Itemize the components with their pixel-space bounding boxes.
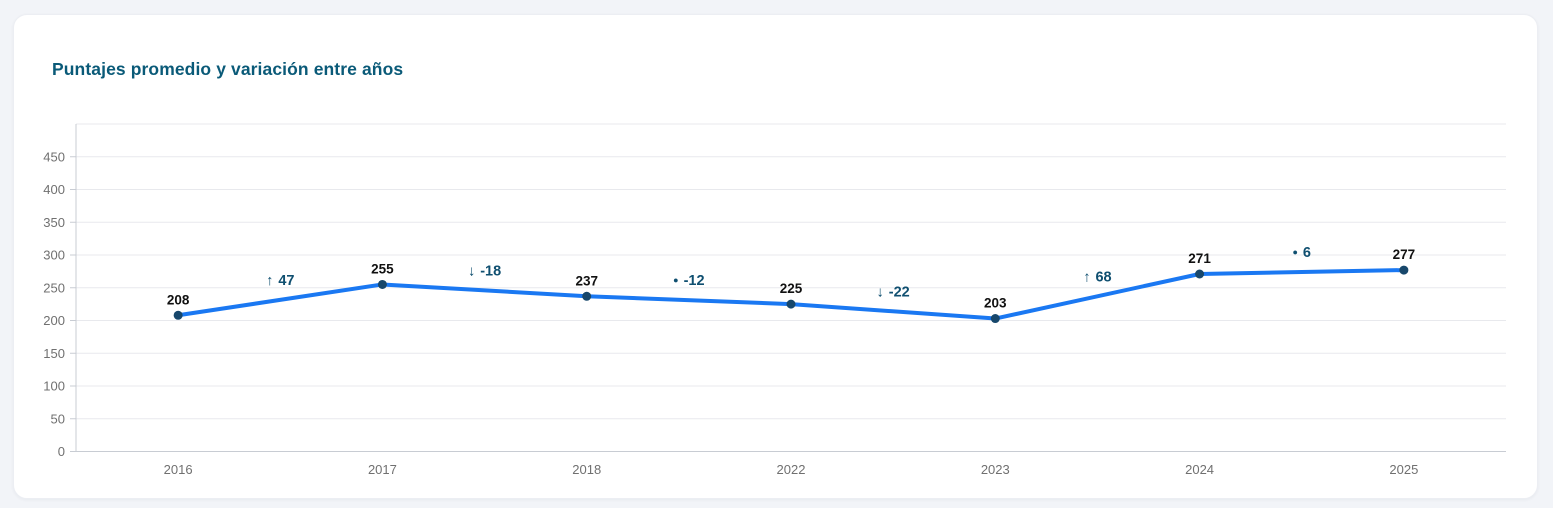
x-tick-label-2016: 2016 xyxy=(164,462,193,477)
data-point-2017[interactable] xyxy=(377,279,387,289)
data-point-2022[interactable] xyxy=(786,299,796,309)
y-tick-label: 200 xyxy=(43,313,65,328)
down-change-icon: ↓ xyxy=(877,284,884,300)
down-change-icon: ↓ xyxy=(468,263,475,279)
data-point-label: 203 xyxy=(984,296,1007,311)
data-point-2018[interactable] xyxy=(582,291,592,301)
variation-label-2017-2018: ↓ -18 xyxy=(468,263,501,279)
variation-label-2022-2023: ↓ -22 xyxy=(877,284,910,300)
y-tick-label: 450 xyxy=(43,149,65,164)
up-change-icon: ↑ xyxy=(266,273,273,289)
dot-change-icon: ● xyxy=(1292,247,1297,257)
chart-title: Puntajes promedio y variación entre años xyxy=(52,59,404,79)
data-point-label: 225 xyxy=(780,281,803,296)
chart-card: Puntajes promedio y variación entre años xyxy=(13,14,1538,499)
y-tick-label: 0 xyxy=(58,444,65,459)
x-tick-label-2025: 2025 xyxy=(1389,462,1418,477)
data-point-label: 277 xyxy=(1393,247,1416,262)
data-point-label: 271 xyxy=(1188,251,1211,266)
y-tick-label: 100 xyxy=(43,379,65,394)
x-tick-label-2023: 2023 xyxy=(981,462,1010,477)
x-tick-label-2022: 2022 xyxy=(777,462,806,477)
y-tick-label: 250 xyxy=(43,280,65,295)
x-tick-label-2018: 2018 xyxy=(572,462,601,477)
data-point-2016[interactable] xyxy=(173,310,183,320)
data-point-label: 208 xyxy=(167,292,190,307)
y-tick-label: 350 xyxy=(43,215,65,230)
data-point-2025[interactable] xyxy=(1399,265,1409,275)
dot-change-icon: ● xyxy=(673,275,678,285)
y-tick-label: 50 xyxy=(51,411,65,426)
x-tick-label-2017: 2017 xyxy=(368,462,397,477)
x-tick-label-2024: 2024 xyxy=(1185,462,1214,477)
data-point-2024[interactable] xyxy=(1195,269,1205,279)
y-tick-label: 400 xyxy=(43,182,65,197)
y-tick-label: 150 xyxy=(43,346,65,361)
y-tick-label: 300 xyxy=(43,248,65,263)
data-point-label: 255 xyxy=(371,261,394,276)
variation-label-2016-2017: ↑ 47 xyxy=(266,273,294,289)
up-change-icon: ↑ xyxy=(1083,269,1090,285)
variation-label-2024-2025: ● 6 xyxy=(1292,245,1311,261)
data-point-2023[interactable] xyxy=(990,314,1000,324)
data-point-label: 237 xyxy=(575,273,598,288)
variation-label-2018-2022: ● -12 xyxy=(673,273,704,289)
variation-label-2023-2024: ↑ 68 xyxy=(1083,269,1111,285)
